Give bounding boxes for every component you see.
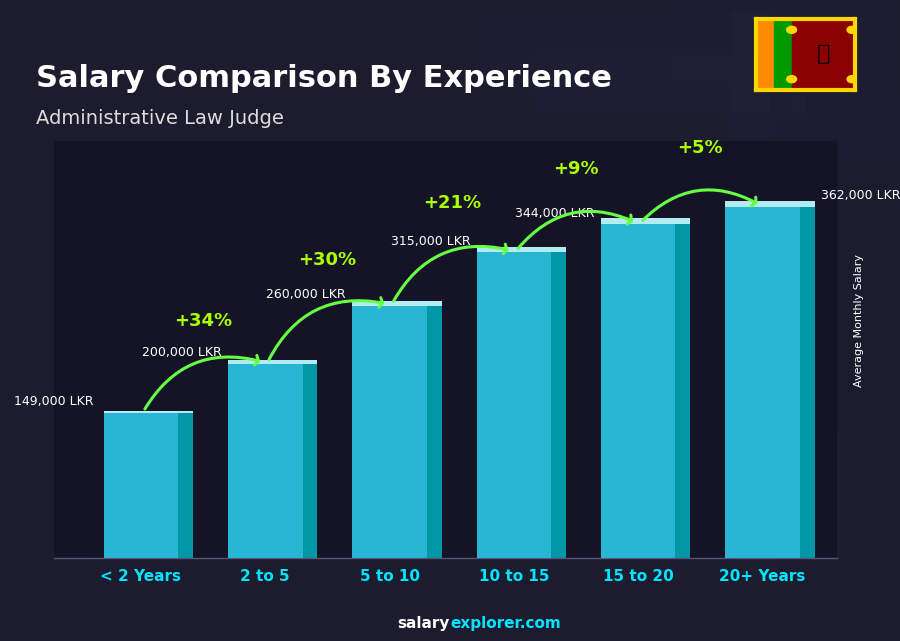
Bar: [756, 19, 774, 90]
Text: explorer.com: explorer.com: [450, 617, 561, 631]
Bar: [104, 413, 178, 558]
Bar: [601, 224, 675, 558]
Bar: [104, 411, 194, 413]
Bar: [427, 306, 442, 558]
Text: +9%: +9%: [554, 160, 598, 178]
Bar: [725, 207, 800, 558]
Bar: [302, 364, 318, 558]
Text: 344,000 LKR: 344,000 LKR: [515, 206, 595, 219]
Text: Average Monthly Salary: Average Monthly Salary: [854, 254, 865, 387]
Circle shape: [847, 26, 857, 33]
Bar: [477, 253, 551, 558]
Bar: [228, 360, 318, 364]
Bar: [477, 247, 566, 253]
Circle shape: [787, 76, 796, 83]
Text: 362,000 LKR: 362,000 LKR: [821, 189, 900, 202]
Bar: [792, 19, 855, 90]
Circle shape: [847, 76, 857, 83]
Bar: [551, 253, 566, 558]
Text: +5%: +5%: [678, 138, 723, 156]
Text: +30%: +30%: [299, 251, 356, 269]
Bar: [178, 413, 194, 558]
Bar: [675, 224, 690, 558]
Text: 🦁: 🦁: [816, 44, 830, 65]
Text: 149,000 LKR: 149,000 LKR: [14, 395, 94, 408]
Bar: [601, 219, 690, 224]
Bar: [228, 364, 302, 558]
Bar: [774, 19, 792, 90]
Bar: [352, 301, 442, 306]
Text: 200,000 LKR: 200,000 LKR: [142, 346, 221, 359]
Text: 260,000 LKR: 260,000 LKR: [266, 288, 346, 301]
Bar: [800, 207, 814, 558]
Bar: [352, 306, 427, 558]
Circle shape: [787, 26, 796, 33]
Text: +34%: +34%: [174, 312, 232, 330]
Bar: [725, 201, 815, 207]
Text: +21%: +21%: [423, 194, 481, 212]
Text: Administrative Law Judge: Administrative Law Judge: [36, 109, 284, 128]
Text: salary: salary: [398, 617, 450, 631]
Text: Salary Comparison By Experience: Salary Comparison By Experience: [36, 64, 612, 93]
Text: 315,000 LKR: 315,000 LKR: [391, 235, 471, 247]
